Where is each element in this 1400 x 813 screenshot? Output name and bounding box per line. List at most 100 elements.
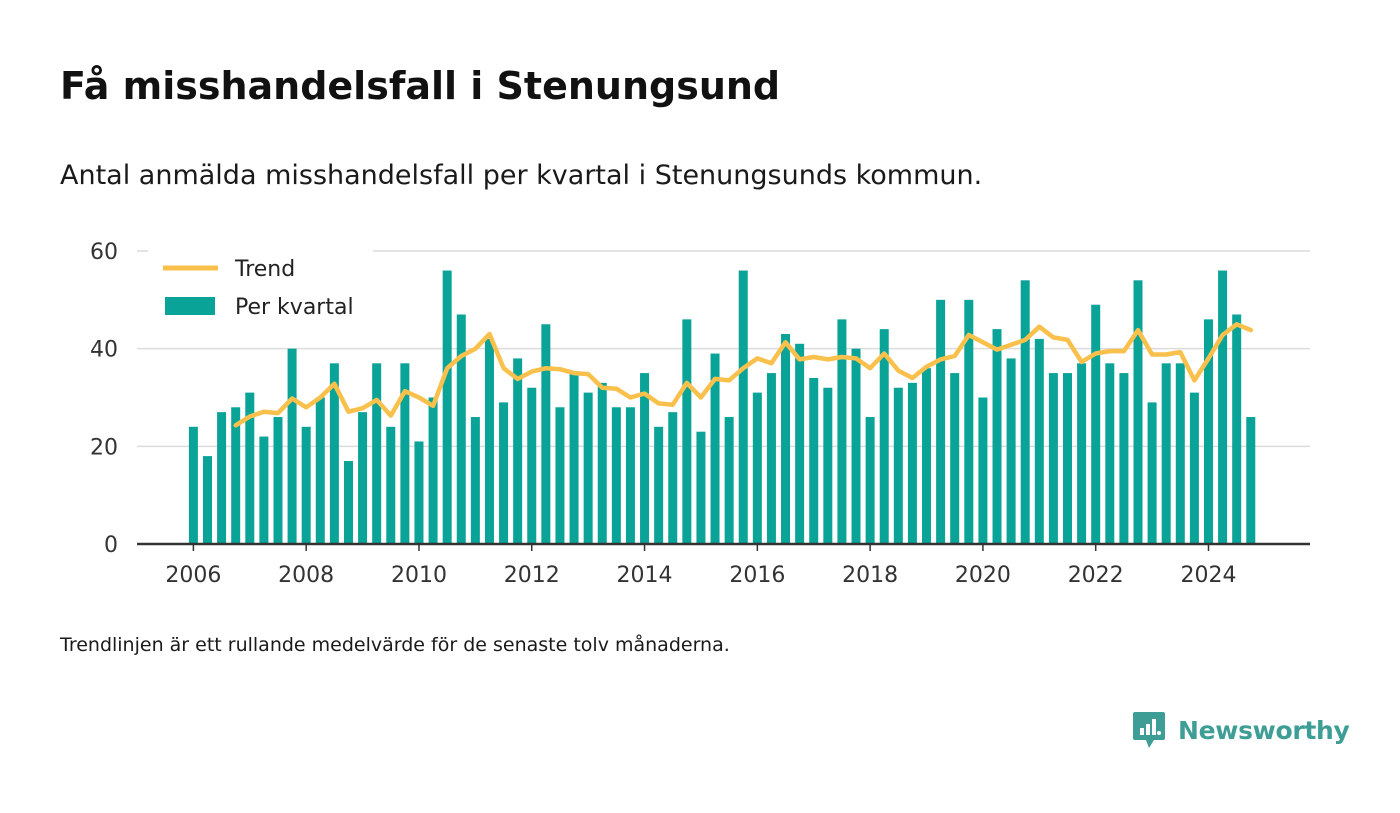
legend-bar-label: Per kvartal [235, 295, 354, 320]
x-tick-label: 2016 [729, 563, 785, 588]
bar [527, 387, 537, 544]
newsworthy-wordmark: Newsworthy [1178, 715, 1350, 745]
x-tick-label: 2008 [278, 563, 334, 588]
bar [907, 382, 917, 544]
x-tick-label: 2012 [504, 563, 560, 588]
chart-title: Få misshandelsfall i Stenungsund [60, 64, 781, 108]
bar [1147, 402, 1157, 544]
bar [428, 397, 438, 544]
bars [188, 270, 1256, 544]
bar [781, 334, 791, 544]
bar [386, 426, 396, 544]
y-tick-label: 40 [90, 338, 118, 363]
chart: 0 20 40 60 2006 2008 2010 2012 2014 2016 2018 2020… [90, 240, 1310, 588]
bar [1232, 314, 1242, 544]
bar [625, 407, 635, 544]
bar [936, 299, 946, 544]
bar [1246, 417, 1256, 544]
bar [583, 392, 593, 544]
bar [202, 456, 212, 544]
y-tick-label: 60 [90, 240, 118, 265]
bar [1091, 304, 1101, 544]
x-tick-label: 2014 [617, 563, 673, 588]
bar [1218, 270, 1228, 544]
bar [1105, 363, 1115, 544]
trend-line [233, 322, 1254, 428]
bar [978, 397, 988, 544]
bar [259, 436, 269, 544]
bar [484, 338, 494, 544]
bar [1203, 319, 1213, 544]
x-tick-label: 2018 [842, 563, 898, 588]
x-tick-label: 2010 [391, 563, 447, 588]
bar [879, 329, 889, 544]
bar [893, 387, 903, 544]
bar [245, 392, 255, 544]
bar [611, 407, 621, 544]
newsworthy-logo-icon [1133, 712, 1165, 748]
bar [851, 348, 861, 544]
bar [640, 373, 650, 544]
bar [668, 412, 678, 544]
chart-subtitle: Antal anmälda misshandelsfall per kvarta… [60, 160, 983, 191]
bar [372, 363, 382, 544]
bar [499, 402, 509, 544]
bar [470, 417, 480, 544]
y-tick-label: 0 [104, 533, 118, 558]
footnote: Trendlinjen är ett rullande medelvärde f… [60, 634, 730, 656]
bar [950, 373, 960, 544]
y-tick-label: 20 [90, 435, 118, 460]
bar [964, 299, 974, 544]
y-tick-labels: 0 20 40 60 [90, 240, 118, 558]
bar [541, 324, 551, 544]
bar [724, 417, 734, 544]
bar [992, 329, 1002, 544]
bar [1189, 392, 1199, 544]
bar [1161, 363, 1171, 544]
bar [442, 270, 452, 544]
bar [414, 441, 424, 544]
bar [301, 426, 311, 544]
bar [456, 314, 466, 544]
bar [400, 363, 410, 544]
bar [696, 431, 706, 544]
x-tick-label: 2020 [955, 563, 1011, 588]
bar [922, 368, 932, 544]
bar [358, 412, 368, 544]
x-tick-labels: 2006 2008 2010 2012 2014 2016 2018 2020 2022 2024 [165, 544, 1236, 588]
bar [287, 348, 297, 544]
x-tick-label: 2024 [1180, 563, 1236, 588]
bar [1077, 363, 1087, 544]
trend-series [233, 322, 1254, 428]
bar [513, 358, 523, 544]
bar [710, 353, 720, 544]
bar [343, 460, 353, 544]
bar [837, 319, 847, 544]
bar [315, 397, 325, 544]
legend-bar-swatch [165, 297, 215, 315]
bar [1133, 280, 1143, 544]
bar [1063, 373, 1073, 544]
bar [682, 319, 692, 544]
bar [809, 377, 819, 544]
bar [217, 412, 227, 544]
legend-trend-label: Trend [234, 257, 295, 282]
bar [273, 417, 283, 544]
bar [329, 363, 339, 544]
bar [1119, 373, 1129, 544]
bar [231, 407, 241, 544]
legend: Trend Per kvartal [148, 250, 373, 326]
x-tick-label: 2022 [1068, 563, 1124, 588]
newsworthy-logo: Newsworthy [1132, 710, 1350, 750]
bar [569, 373, 579, 544]
bar [738, 270, 748, 544]
bar [188, 426, 198, 544]
bar [1048, 373, 1058, 544]
bar [1006, 358, 1016, 544]
bar [555, 407, 565, 544]
bar [795, 343, 805, 544]
bar [597, 382, 607, 544]
bar [823, 387, 833, 544]
bar [766, 373, 776, 544]
bar [654, 426, 664, 544]
